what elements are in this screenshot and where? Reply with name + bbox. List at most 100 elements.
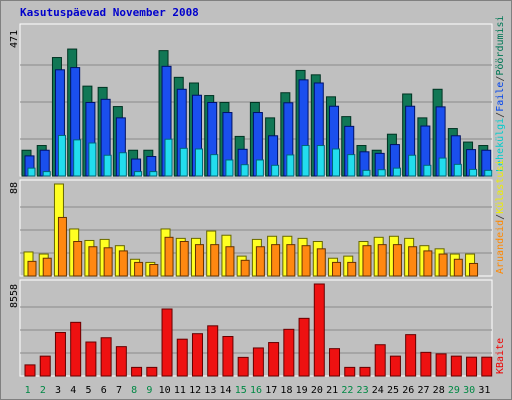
bar-lehekulgi <box>484 169 493 177</box>
legend-kulastusi: Külastusi <box>495 160 506 214</box>
bar-aruandeid <box>271 244 281 277</box>
legend-kbaite: KBaite <box>495 338 506 374</box>
bar-aruandeid <box>88 246 98 277</box>
bar-kbaite <box>252 347 264 377</box>
bar-kbaite <box>146 366 158 377</box>
bar-lehekulgi <box>88 142 97 177</box>
bar-lehekulgi <box>240 164 249 177</box>
bar-aruandeid <box>286 244 296 277</box>
x-tick-label: 17 <box>265 385 277 396</box>
x-tick-label: 24 <box>372 385 384 396</box>
bar-aruandeid <box>423 250 433 277</box>
bar-kbaite <box>85 341 97 377</box>
x-tick-label: 3 <box>55 385 61 396</box>
bar-kbaite <box>405 334 417 377</box>
bar-kbaite <box>298 317 310 377</box>
bar-lehekulgi <box>362 169 371 177</box>
bar-aruandeid <box>332 261 342 277</box>
bar-lehekulgi <box>103 154 112 177</box>
middle-legend: Aruandeid/Külastusi <box>495 160 506 274</box>
bar-kbaite <box>237 356 249 377</box>
x-tick-label: 26 <box>402 385 414 396</box>
x-tick-label: 2 <box>40 385 46 396</box>
x-tick-label: 15 <box>235 385 247 396</box>
bar-lehekulgi <box>73 139 82 177</box>
bar-kbaite <box>115 346 127 377</box>
bar-aruandeid <box>362 245 372 277</box>
bar-aruandeid <box>469 262 479 277</box>
bar-kbaite <box>329 348 341 377</box>
bar-lehekulgi <box>225 159 234 177</box>
bar-lehekulgi <box>210 154 219 177</box>
bar-aruandeid <box>179 241 189 277</box>
bar-kbaite <box>161 308 173 377</box>
x-tick-label: 11 <box>174 385 186 396</box>
x-tick-label: 7 <box>116 385 122 396</box>
bar-kbaite <box>54 332 66 377</box>
bar-kbaite <box>359 366 371 377</box>
bar-aruandeid <box>42 257 52 277</box>
bar-kbaite <box>100 337 112 377</box>
bar-kbaite <box>222 336 234 377</box>
bar-aruandeid <box>377 244 387 277</box>
bar-aruandeid <box>453 258 463 277</box>
bar-kbaite <box>450 355 462 377</box>
x-tick-label: 29 <box>448 385 460 396</box>
x-tick-label: 9 <box>146 385 152 396</box>
bottom-ymax-label: 8558 <box>9 284 20 308</box>
x-tick-label: 10 <box>159 385 171 396</box>
x-tick-label: 18 <box>280 385 292 396</box>
x-tick-label: 21 <box>326 385 338 396</box>
x-tick-label: 14 <box>220 385 232 396</box>
bar-lehekulgi <box>194 148 203 177</box>
bar-lehekulgi <box>149 171 158 177</box>
bar-kbaite <box>70 321 82 377</box>
x-tick-label: 6 <box>101 385 107 396</box>
x-tick-label: 19 <box>296 385 308 396</box>
x-tick-label: 5 <box>86 385 92 396</box>
x-tick-label: 31 <box>478 385 490 396</box>
x-tick-label: 12 <box>189 385 201 396</box>
bar-lehekulgi <box>134 171 143 177</box>
x-tick-label: 16 <box>250 385 262 396</box>
x-tick-label: 1 <box>25 385 31 396</box>
bar-lehekulgi <box>42 171 51 177</box>
x-tick-label: 4 <box>70 385 76 396</box>
legend-poordumisi: Pöördumisi <box>495 15 506 75</box>
bar-lehekulgi <box>423 164 432 177</box>
bar-lehekulgi <box>57 134 66 177</box>
bar-lehekulgi <box>255 159 264 177</box>
legend-sep: / <box>495 76 506 82</box>
bar-aruandeid <box>408 246 418 277</box>
top-ymax-label: 471 <box>9 30 20 48</box>
bar-aruandeid <box>134 261 144 277</box>
bar-kbaite <box>435 353 447 377</box>
bar-aruandeid <box>210 244 220 277</box>
bar-kbaite <box>191 333 203 377</box>
legend-faile: Faile <box>495 82 506 112</box>
legend-aruandeid: Aruandeid <box>495 220 506 274</box>
bar-kbaite <box>24 364 36 377</box>
x-tick-label: 20 <box>311 385 323 396</box>
x-tick-label: 23 <box>357 385 369 396</box>
bar-kbaite <box>344 366 356 377</box>
bar-kbaite <box>420 351 432 377</box>
bar-lehekulgi <box>179 147 188 177</box>
bar-aruandeid <box>194 244 204 277</box>
bar-aruandeid <box>57 216 67 277</box>
bar-aruandeid <box>149 264 159 277</box>
bar-lehekulgi <box>408 154 417 177</box>
x-tick-label: 27 <box>417 385 429 396</box>
x-tick-label: 30 <box>463 385 475 396</box>
chart-title: Kasutuspäevad November 2008 <box>20 6 199 19</box>
bar-aruandeid <box>73 241 83 277</box>
bar-kbaite <box>313 283 325 377</box>
bar-aruandeid <box>347 261 357 277</box>
bar-kbaite <box>481 356 493 377</box>
bar-lehekulgi <box>392 167 401 177</box>
bar-lehekulgi <box>316 145 325 177</box>
bar-lehekulgi <box>332 148 341 177</box>
top-legend: Lehekülgi/Faile/Pöördumisi <box>495 15 506 172</box>
x-tick-label: 25 <box>387 385 399 396</box>
bar-aruandeid <box>27 260 37 277</box>
